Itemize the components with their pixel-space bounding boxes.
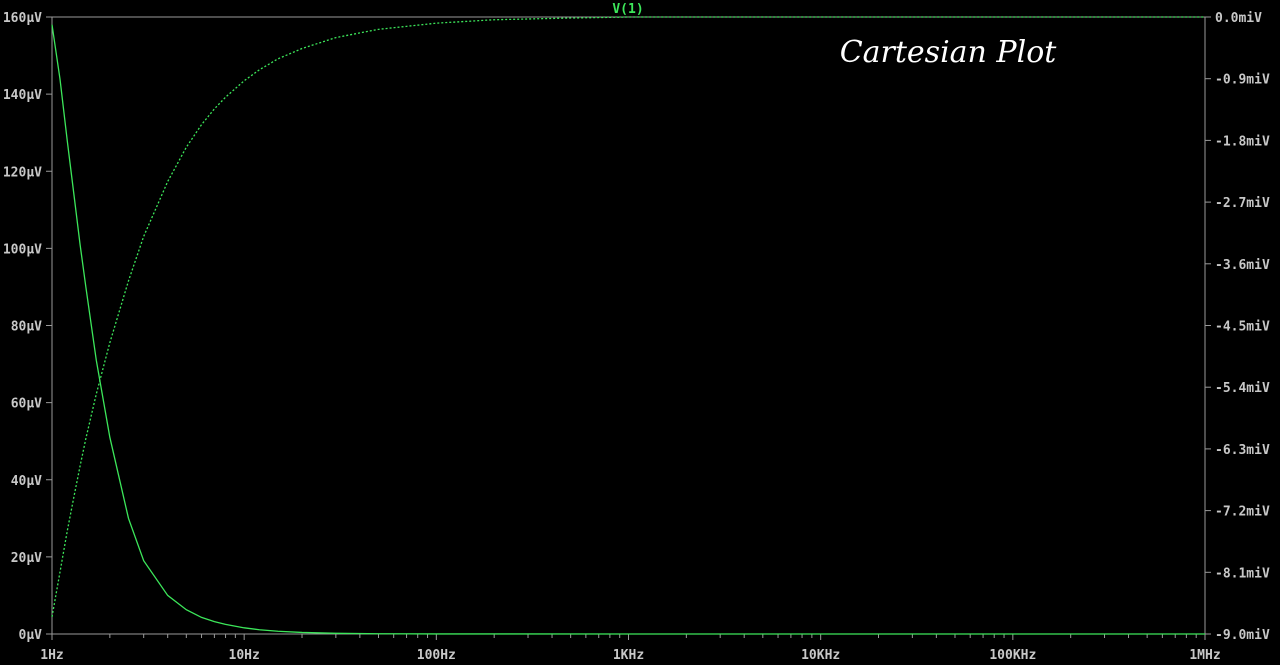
series-layer [51,16,1205,635]
x-tick-label: 10Hz [229,648,260,663]
y-right-tick-label: -8.1miV [1215,566,1270,581]
y-left-tick-label: 0µV [19,628,43,643]
plot-annotation-text: Cartesian Plot [840,35,1058,70]
y-left-tick-label: 80µV [11,320,42,335]
y-right-tick-label: -5.4miV [1215,381,1270,396]
y-right-tick-label: -4.5miV [1215,320,1270,335]
x-tick-label: 1MHz [1189,648,1220,663]
y-right-tick-label: -7.2miV [1215,505,1270,520]
y-left-tick-label: 100µV [3,242,42,257]
x-tick-label: 10KHz [801,648,840,663]
y-left-tick-label: 20µV [11,551,42,566]
y-left-tick-label: 140µV [3,88,42,103]
x-tick-label: 1Hz [40,648,63,663]
y-left-tick-label: 160µV [3,11,42,26]
y-right-tick-label: -1.8miV [1215,134,1270,149]
trace-magnitude-solid [51,24,1205,635]
y-right-tick-label: -6.3miV [1215,443,1270,458]
y-left-tick-label: 40µV [11,474,42,489]
x-tick-label: 100Hz [417,648,456,663]
y-right-tick-label: -0.9miV [1215,73,1270,88]
x-tick-label: 100KHz [989,648,1036,663]
y-left-tick-label: 60µV [11,397,42,412]
trace-label-v1[interactable]: V(1) [612,2,643,17]
y-right-tick-label: -9.0miV [1215,628,1270,643]
x-tick-label: 1KHz [613,648,644,663]
y-right-tick-label: 0.0miV [1215,11,1262,26]
trace-phase-dashed [51,16,1205,617]
y-right-tick-label: -2.7miV [1215,196,1270,211]
ticks-layer [46,16,1211,640]
plot-frame [51,16,1206,635]
labels-layer: 1Hz 10Hz 100Hz 1KHz 10KHz 100KHz 1MHz 0µV 20µV 40… [3,11,1270,663]
y-left-tick-label: 120µV [3,165,42,180]
y-right-tick-label: -3.6miV [1215,258,1270,273]
